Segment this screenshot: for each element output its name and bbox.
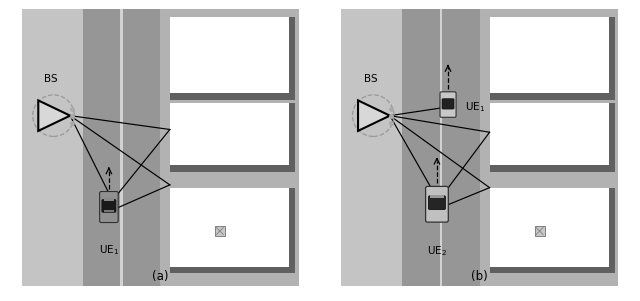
Text: BS: BS (364, 74, 378, 84)
Bar (430, 195, 444, 197)
Bar (490, 103, 615, 172)
Bar (170, 188, 295, 273)
Bar (490, 103, 609, 166)
Bar (490, 188, 609, 267)
Bar (341, 9, 403, 286)
Text: (a): (a) (152, 270, 168, 283)
Bar (170, 17, 295, 100)
Text: (b): (b) (472, 270, 488, 283)
FancyBboxPatch shape (426, 186, 448, 222)
Polygon shape (358, 101, 390, 131)
Text: BS: BS (44, 74, 58, 84)
Text: UE$_2$: UE$_2$ (427, 244, 447, 258)
Bar (83, 9, 160, 286)
Bar (160, 9, 299, 286)
Text: UE$_1$: UE$_1$ (99, 243, 119, 257)
FancyBboxPatch shape (100, 191, 118, 222)
Bar (104, 210, 114, 212)
FancyBboxPatch shape (429, 196, 445, 209)
Bar (104, 198, 114, 201)
Bar (534, 226, 545, 236)
Text: UE$_1$: UE$_1$ (465, 101, 485, 114)
Bar (490, 17, 615, 100)
Bar (490, 17, 609, 94)
FancyBboxPatch shape (102, 200, 116, 212)
Bar (170, 17, 289, 94)
FancyBboxPatch shape (442, 99, 454, 109)
Bar (403, 9, 480, 286)
Polygon shape (38, 101, 70, 131)
Bar (170, 188, 289, 267)
Bar (490, 188, 615, 273)
Bar (22, 9, 83, 286)
Bar (170, 103, 289, 166)
FancyBboxPatch shape (440, 92, 456, 117)
Bar (120, 9, 123, 286)
Bar (170, 103, 295, 172)
Bar (440, 9, 442, 286)
Bar (480, 9, 618, 286)
Bar (215, 226, 225, 236)
